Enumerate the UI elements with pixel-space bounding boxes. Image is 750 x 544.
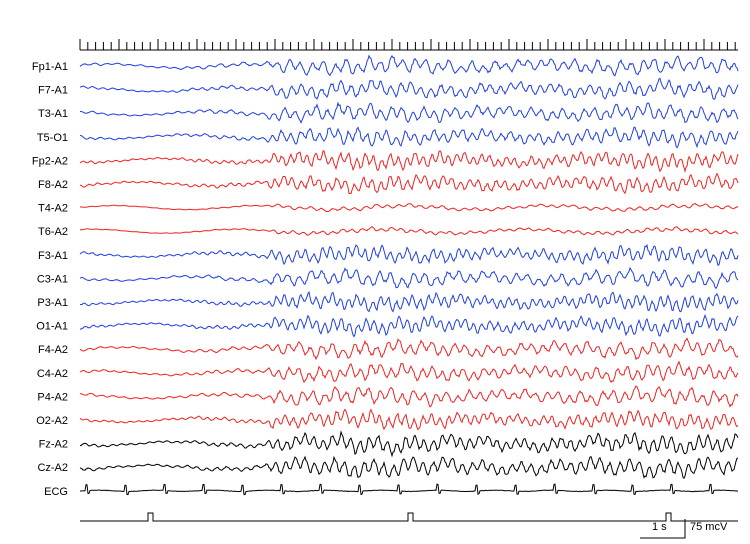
event-marker-line [80, 512, 738, 522]
scale-time-label: 1 s [652, 521, 667, 533]
channel-label: C4-A2 [37, 368, 68, 380]
channel-label: Fp2-A2 [32, 155, 68, 167]
channel-label: T4-A2 [38, 203, 68, 215]
channel-traces [79, 54, 739, 496]
channel-trace [79, 243, 739, 267]
channel-trace [79, 77, 739, 100]
channel-trace [79, 266, 739, 290]
time-ticks [79, 39, 738, 51]
channel-trace [79, 430, 739, 458]
channel-label: Cz-A2 [37, 462, 68, 474]
tick-marks [79, 39, 738, 51]
channel-labels: Fp1-A1 F7-A1 T3-A1 T5-O1 Fp2-A2 F8-A2 T4-A2 T6-… [32, 61, 68, 498]
channel-label: ECG [44, 486, 68, 498]
channel-label: F4-A2 [38, 344, 68, 356]
channel-label: C3-A1 [37, 273, 68, 285]
channel-label: F7-A1 [38, 85, 68, 97]
channel-trace [79, 483, 738, 496]
scale-amp-label: 75 mcV [690, 521, 728, 533]
channel-trace [79, 360, 739, 384]
channel-label: O2-A2 [36, 415, 68, 427]
channel-label: F8-A2 [38, 179, 68, 191]
channel-trace [80, 202, 739, 212]
event-marker-trace [80, 512, 738, 522]
channel-trace [79, 337, 739, 361]
channel-trace [79, 172, 739, 195]
channel-label: Fp1-A1 [32, 61, 68, 73]
channel-trace [79, 385, 739, 408]
channel-trace [79, 226, 739, 236]
channel-trace [79, 101, 739, 124]
channel-trace [79, 455, 739, 480]
channel-trace [79, 408, 739, 431]
channel-trace [79, 126, 739, 149]
scale-bar-lines [640, 519, 686, 539]
channel-label: T3-A1 [38, 108, 68, 120]
channel-label: O1-A1 [36, 321, 68, 333]
channel-label: P3-A1 [37, 297, 68, 309]
channel-trace [79, 54, 739, 77]
channel-label: F3-A1 [38, 250, 68, 262]
channel-label: Fz-A2 [39, 439, 68, 451]
channel-trace [79, 313, 739, 338]
channel-label: T5-O1 [37, 132, 68, 144]
scale-bar: 1 s 75 mcV [640, 519, 728, 539]
channel-label: P4-A2 [37, 391, 68, 403]
channel-trace [79, 290, 739, 313]
channel-trace [79, 150, 739, 174]
channel-label: T6-A2 [38, 226, 68, 238]
